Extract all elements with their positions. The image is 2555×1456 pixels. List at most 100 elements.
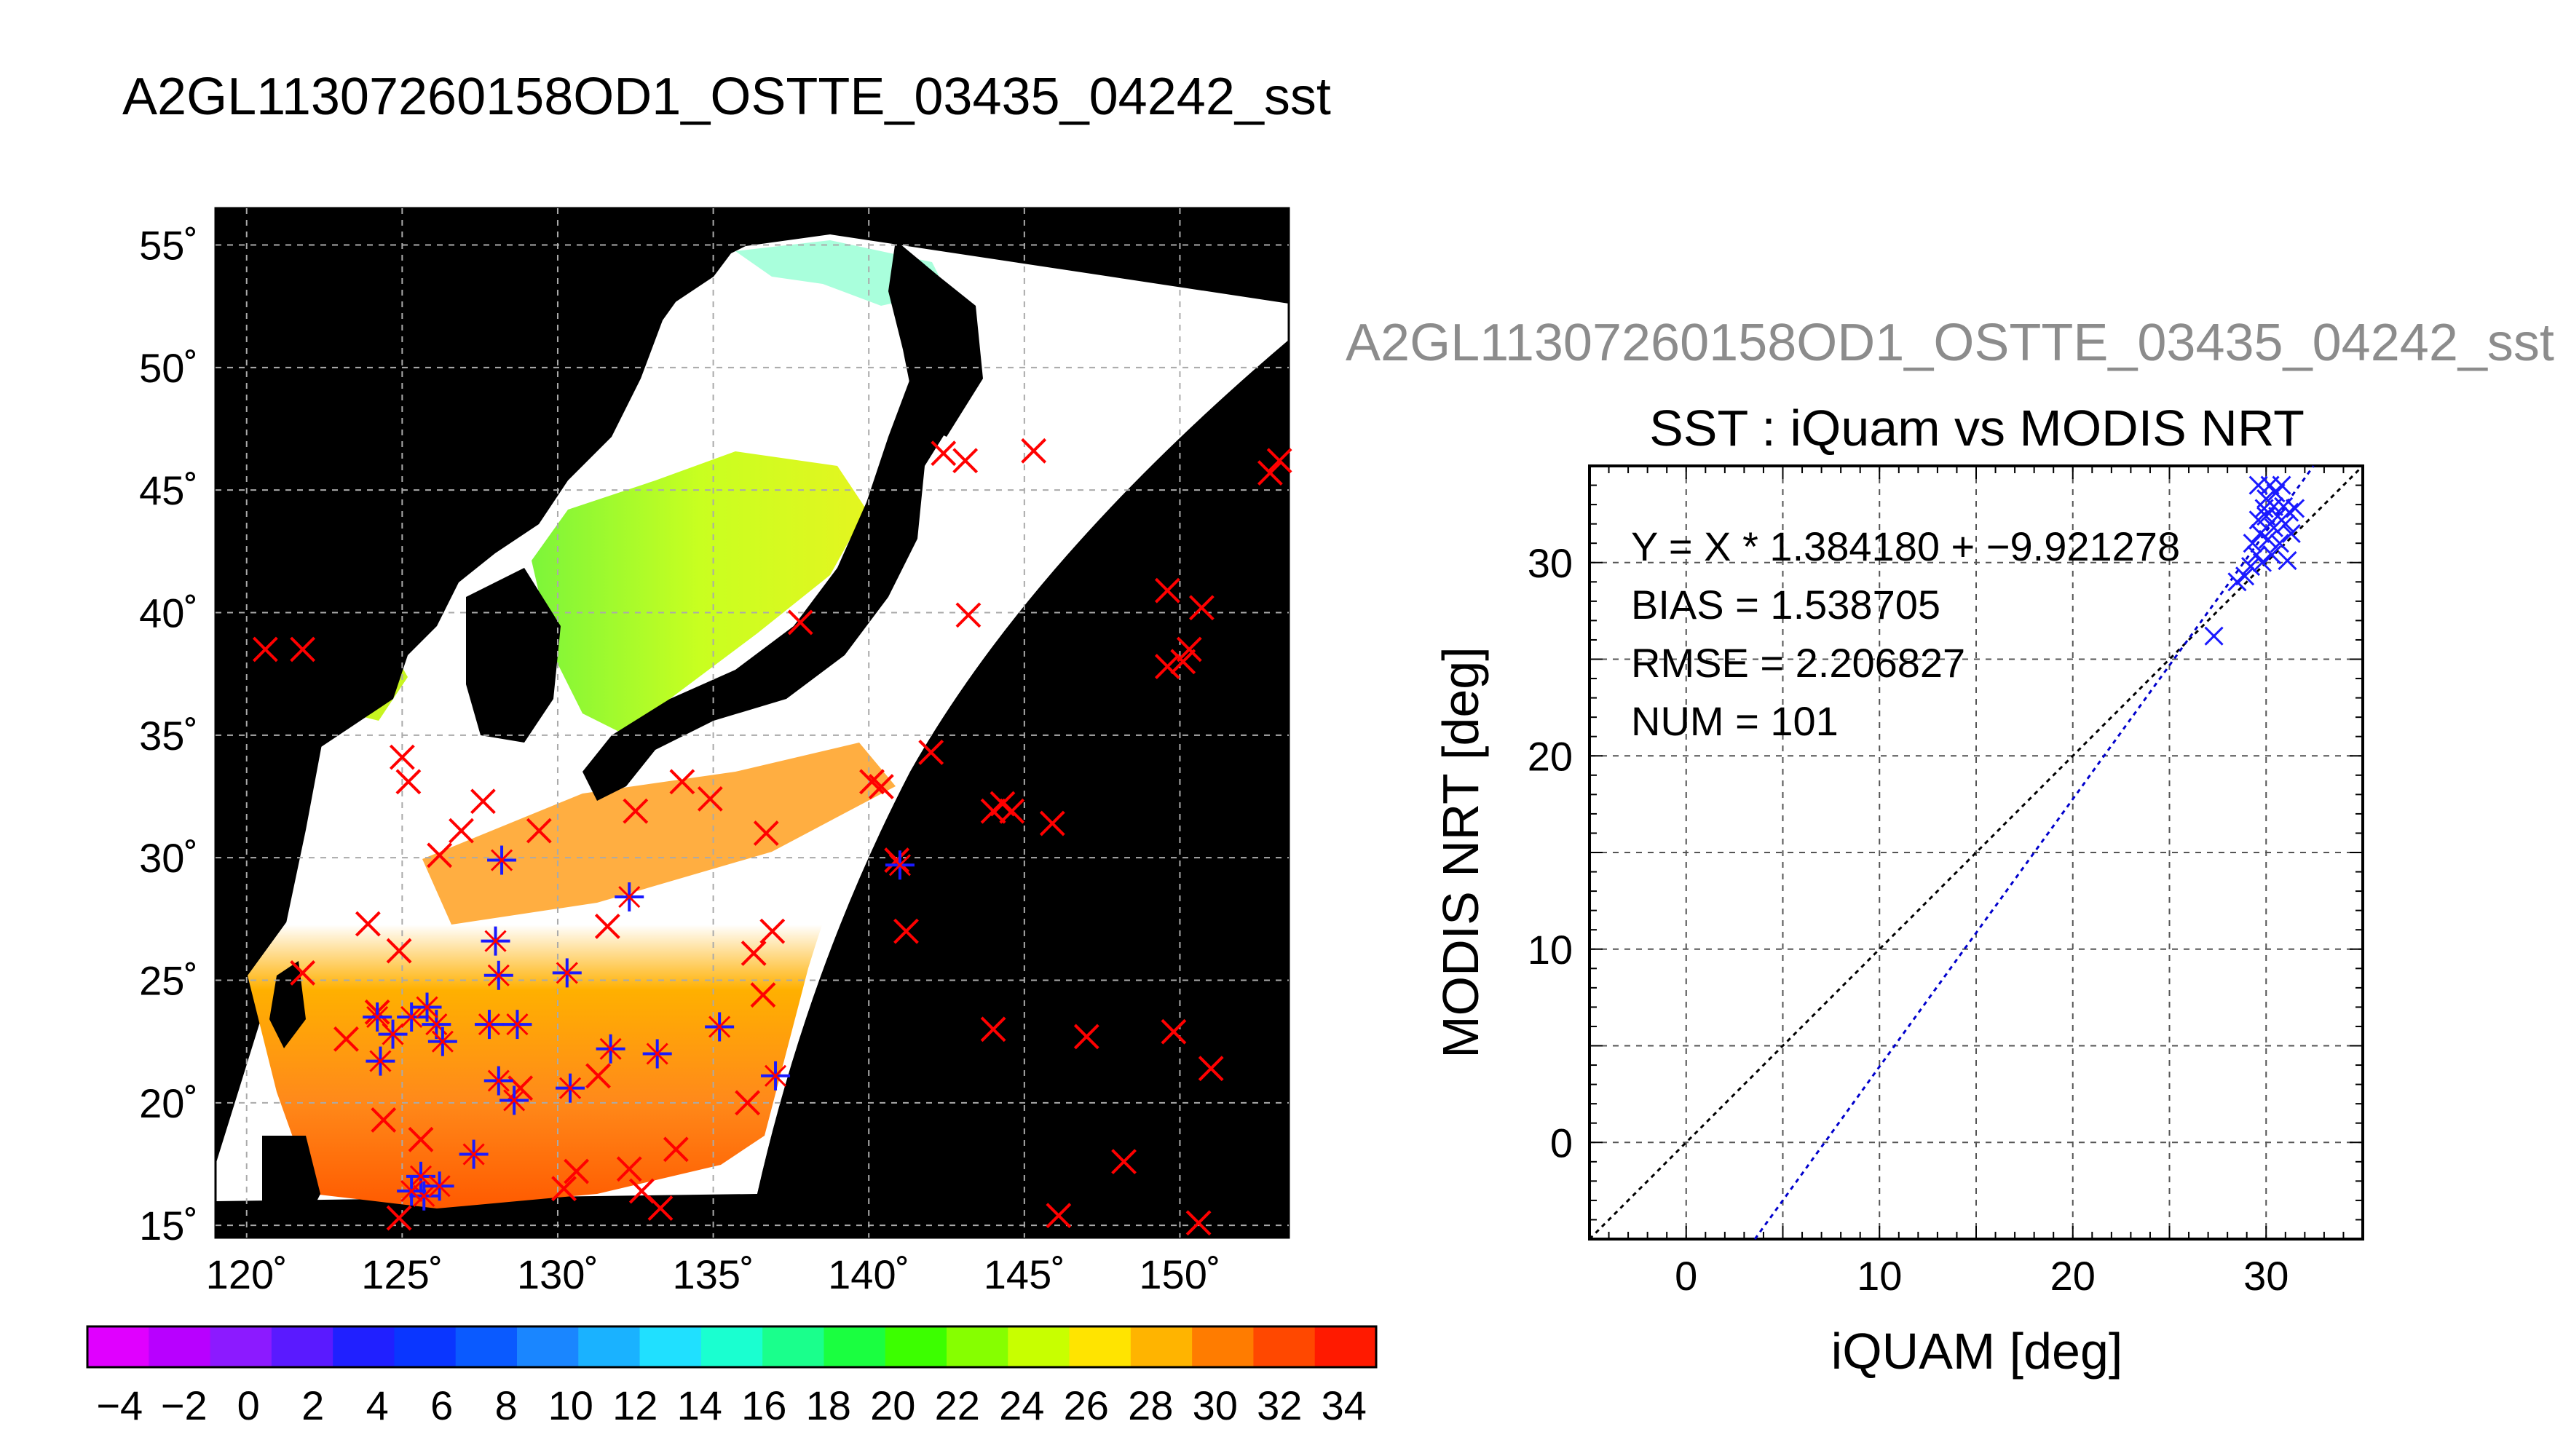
red-marker <box>594 914 620 939</box>
red-marker <box>616 1156 642 1182</box>
colorbar-cell <box>700 1326 763 1367</box>
red-marker <box>1188 595 1215 621</box>
red-marker <box>663 1136 689 1163</box>
red-marker <box>1154 654 1180 679</box>
colorbar-tick-label: 20 <box>870 1382 915 1428</box>
scatter-x-tick-label: 10 <box>1857 1253 1902 1299</box>
red-marker <box>787 609 813 636</box>
red-marker <box>386 938 412 964</box>
red-marker <box>884 847 910 873</box>
colorbar-tick-label: 12 <box>612 1382 657 1428</box>
red-marker <box>564 1158 590 1184</box>
map-y-tick-label: 45˚ <box>139 467 198 513</box>
map-y-tick-label: 55˚ <box>139 223 198 269</box>
red-marker <box>952 448 979 474</box>
colorbar-tick-label: 16 <box>741 1382 786 1428</box>
red-marker <box>389 744 415 770</box>
japan-sea-green <box>532 451 866 735</box>
scatter-x-tick-label: 0 <box>1675 1253 1697 1299</box>
east-black-region <box>750 339 1289 1238</box>
red-marker <box>955 602 982 628</box>
colorbar-tick-label: 0 <box>237 1382 260 1428</box>
colorbar-tick-label: 6 <box>430 1382 453 1428</box>
blue-marker <box>397 1002 427 1032</box>
red-marker <box>1176 636 1202 662</box>
red-marker <box>759 918 786 944</box>
red-marker <box>1154 577 1180 604</box>
scatter-point <box>2258 529 2278 549</box>
colorbar-cell <box>947 1326 1008 1367</box>
map-y-tick-label: 30˚ <box>139 835 198 881</box>
red-marker <box>999 798 1025 824</box>
red-marker <box>355 911 381 937</box>
scatter-point <box>2204 626 2224 646</box>
red-marker <box>918 739 944 765</box>
map-x-tick-label: 130˚ <box>517 1251 599 1297</box>
land-hokkaido-sakhalin <box>888 240 983 437</box>
colorbar-cell <box>1314 1326 1377 1367</box>
map-y-tick-label: 15˚ <box>139 1203 198 1249</box>
blue-marker <box>761 1061 791 1091</box>
colorbar-cell <box>1069 1326 1132 1367</box>
red-markers <box>252 438 1292 1236</box>
scatter-y-tick-label: 0 <box>1550 1120 1573 1166</box>
red-marker <box>1170 649 1196 675</box>
red-marker <box>735 1090 761 1116</box>
red-marker <box>427 842 453 869</box>
scatter-title: SST : iQuam vs MODIS NRT <box>1649 400 2305 456</box>
scatter-point <box>2280 502 2299 522</box>
red-marker <box>1073 1024 1099 1050</box>
map-x-tick-label: 120˚ <box>206 1251 288 1297</box>
colorbar-tick-label: 34 <box>1322 1382 1367 1428</box>
red-marker <box>1111 1149 1137 1175</box>
red-marker <box>449 818 474 844</box>
swath-orange <box>248 772 874 1208</box>
colorbar-tick-label: 24 <box>999 1382 1044 1428</box>
scatter-point <box>2281 523 2301 543</box>
identity-line <box>1588 464 2364 1241</box>
colorbar-cell <box>87 1326 149 1367</box>
colorbar-cell <box>885 1326 947 1367</box>
blue-marker <box>459 1139 489 1169</box>
colorbar-cell <box>639 1326 702 1367</box>
blue-marker <box>474 1010 504 1040</box>
colorbar-tick-label: 2 <box>301 1382 324 1428</box>
scatter-points <box>2204 475 2305 646</box>
colorbar-cell <box>210 1326 272 1367</box>
blue-marker <box>427 1026 457 1056</box>
map-x-tick-label: 150˚ <box>1139 1251 1220 1297</box>
red-marker <box>647 1195 674 1222</box>
scatter-point <box>2275 514 2295 534</box>
scatter-point <box>2256 506 2276 526</box>
colorbar-tick-label: 14 <box>677 1382 722 1428</box>
red-marker <box>893 918 919 944</box>
colorbar-tick-label: 18 <box>806 1382 851 1428</box>
blue-marker <box>556 1073 585 1103</box>
colorbar-cell <box>394 1326 457 1367</box>
blue-marker <box>412 992 442 1022</box>
map-y-tick-label: 35˚ <box>139 713 198 759</box>
colorbar-tick-label: 22 <box>935 1382 980 1428</box>
map-x-tick-label: 135˚ <box>673 1251 754 1297</box>
main-title: A2GL11307260158OD1_OSTTE_03435_04242_sst <box>122 68 1331 126</box>
red-marker <box>931 440 957 467</box>
red-marker <box>1257 460 1283 486</box>
blue-marker <box>705 1012 735 1042</box>
sst-map: 120˚ 125˚ 130˚ 135˚ 140˚ 145˚ 150˚ 55˚ 50˚ 45˚ 40… <box>139 207 1292 1297</box>
colorbar-tick-label: 30 <box>1193 1382 1238 1428</box>
scatter-y-tick-label: 10 <box>1528 927 1573 973</box>
red-marker <box>1185 1210 1212 1236</box>
blue-marker <box>502 1010 532 1040</box>
land-east-asia <box>216 208 772 786</box>
red-marker <box>669 769 695 795</box>
scatter-x-tick-labels: 0 10 20 30 <box>1675 1253 2289 1299</box>
map-x-tick-label: 145˚ <box>984 1251 1065 1297</box>
swath-lightorange <box>422 743 896 925</box>
blue-marker <box>483 960 513 990</box>
red-marker <box>1266 448 1292 474</box>
colorbar-cells <box>87 1326 1377 1367</box>
colorbar-cell <box>271 1326 333 1367</box>
colorbar-cell <box>1008 1326 1070 1367</box>
blue-marker <box>363 1002 392 1032</box>
